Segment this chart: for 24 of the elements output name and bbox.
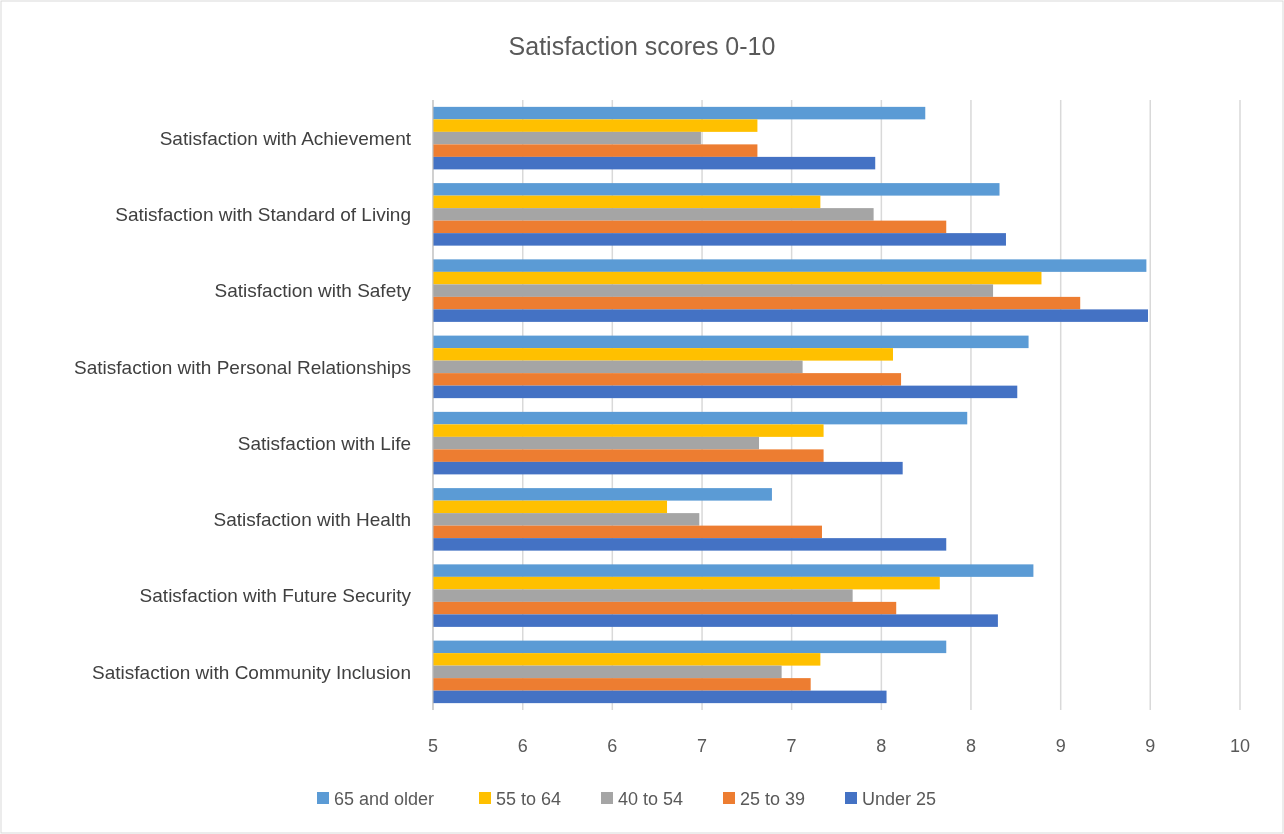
x-tick-label: 6 bbox=[517, 736, 528, 756]
y-tick-label: Satisfaction with Safety bbox=[214, 280, 412, 302]
legend-label: Under 25 bbox=[862, 789, 937, 809]
y-tick-label: Satisfaction with Life bbox=[237, 432, 411, 454]
x-tick-label: 9 bbox=[1055, 736, 1066, 756]
y-tick-label: Satisfaction with Standard of Living bbox=[115, 204, 411, 226]
x-tick-label: 10 bbox=[1229, 736, 1251, 756]
x-tick-label: 8 bbox=[965, 736, 976, 756]
x-tick-label: 6 bbox=[607, 736, 618, 756]
legend-label: 55 to 64 bbox=[496, 789, 562, 809]
x-tick-label: 7 bbox=[786, 736, 797, 756]
y-tick-label: Satisfaction with Achievement bbox=[159, 127, 412, 149]
legend-label: 25 to 39 bbox=[740, 789, 806, 809]
legend-label: 40 to 54 bbox=[618, 789, 684, 809]
y-tick-label: Satisfaction with Future Security bbox=[139, 585, 412, 607]
y-tick-label: Satisfaction with Personal Relationships bbox=[74, 356, 411, 378]
x-tick-label: 8 bbox=[876, 736, 887, 756]
x-tick-label: 5 bbox=[427, 736, 439, 756]
x-tick-label: 9 bbox=[1145, 736, 1156, 756]
legend-label: 65 and older bbox=[334, 789, 435, 809]
y-tick-label: Satisfaction with Health bbox=[213, 509, 411, 531]
x-tick-label: 7 bbox=[697, 736, 708, 756]
y-tick-label: Satisfaction with Community Inclusion bbox=[92, 661, 411, 683]
chart-title: Satisfaction scores 0-10 bbox=[508, 32, 776, 60]
